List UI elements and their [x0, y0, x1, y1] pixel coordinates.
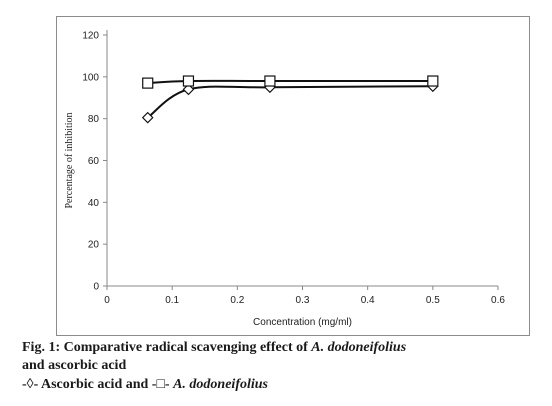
y-tick-label: 120 — [82, 31, 99, 42]
y-tick-label: 0 — [93, 282, 99, 293]
caption-legend-text: -◊- Ascorbic acid and -□- — [22, 377, 174, 392]
data-point-diamond — [182, 83, 195, 96]
data-point-square — [264, 75, 276, 87]
y-tick-label: 40 — [88, 198, 100, 209]
x-tick-label: 0.6 — [491, 295, 505, 306]
data-point-square — [142, 77, 154, 89]
y-tick-label: 100 — [82, 72, 99, 83]
y-tick-label: 80 — [88, 114, 100, 125]
figure-caption-line-2: and ascorbic acid — [22, 358, 126, 374]
x-axis-label: Concentration (mg/ml) — [253, 317, 352, 328]
chart: 0 20 40 60 80 100 120 0 0.1 0.2 0.3 0.4 0.5 0.6 Concen… — [64, 30, 505, 328]
caption-line-2-text: and ascorbic acid — [22, 358, 127, 373]
caption-legend-species: A. dodoneifolius — [173, 377, 268, 392]
x-tick-label: 0.2 — [230, 295, 244, 306]
x-tick-label: 0.4 — [361, 295, 375, 306]
series-line-square — [147, 79, 433, 85]
data-point-diamond — [141, 111, 154, 124]
x-tick-label: 0.3 — [296, 295, 310, 306]
y-axis-label: Percentage of inhibition — [64, 112, 75, 208]
data-point-square — [427, 75, 439, 87]
x-tick-label: 0.5 — [426, 295, 440, 306]
figure-caption-line-1: Fig. 1: Comparative radical scavenging e… — [22, 340, 406, 356]
x-tick-label: 0 — [104, 295, 110, 306]
chart-frame — [56, 16, 530, 336]
caption-species: A. dodoneifolius — [311, 340, 407, 355]
data-point-square — [182, 75, 195, 87]
caption-prefix: Fig. 1: Comparative radical scavenging e… — [22, 340, 312, 355]
x-tick-label: 0.1 — [165, 295, 179, 306]
figure-caption-legend: -◊- Ascorbic acid and -□- A. dodoneifoli… — [22, 377, 268, 393]
y-tick-label: 60 — [88, 156, 100, 167]
series-line-diamond — [147, 85, 433, 119]
y-tick-label: 20 — [88, 240, 100, 251]
